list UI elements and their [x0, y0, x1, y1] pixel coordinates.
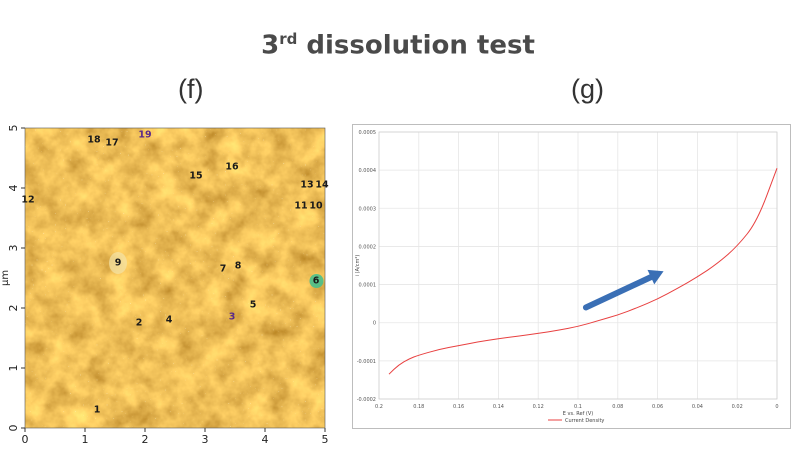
x-axis-label: E vs. Ref (V): [563, 411, 594, 417]
afm-y-axis-label: µm: [0, 270, 11, 286]
afm-x-tick-label: 4: [262, 433, 269, 446]
afm-marker-8: 8: [235, 261, 242, 272]
afm-marker-12: 12: [21, 195, 34, 206]
y-tick-label: 0.0001: [359, 283, 377, 289]
legend-label: Current Density: [565, 418, 604, 424]
x-tick-label: 0.02: [732, 404, 743, 410]
afm-marker-6: 6: [313, 276, 320, 287]
x-tick-label: 0.12: [533, 404, 544, 410]
afm-marker-3: 3: [229, 312, 236, 323]
afm-marker-19: 19: [138, 130, 151, 141]
afm-image-panel: 0 1 2 3 4 5 0 1 2 3 4 5 µm 1 2 3 4 5 6 7 8 9 10 11 12 13 14 15 16 17…: [0, 118, 340, 448]
x-tick-label: 0.18: [413, 404, 424, 410]
x-tick-label: 0.14: [493, 404, 504, 410]
plot-area-border: [378, 131, 778, 400]
afm-particle-9-blob: [109, 252, 127, 274]
afm-marker-7: 7: [220, 264, 227, 275]
chart-frame: [352, 124, 791, 429]
chart-annotation: [582, 269, 664, 311]
panel-label-f: (f): [178, 74, 204, 104]
afm-marker-1: 1: [94, 405, 101, 416]
chart-tick-labels: 0.2 0.18 0.16 0.14 0.12 0.1 0.08 0.06 0.04 0.02 0 0…: [357, 130, 779, 410]
afm-y-tick-label: 5: [7, 125, 20, 132]
y-tick-label: 0.0005: [359, 130, 377, 136]
y-tick-label: 0.0004: [359, 168, 377, 174]
y-tick-label: 0.0003: [359, 206, 377, 212]
afm-bright-specks: [25, 128, 325, 428]
afm-marker-14: 14: [315, 180, 329, 191]
afm-marker-2: 2: [136, 318, 143, 329]
afm-marker-13: 13: [300, 180, 313, 191]
afm-x-tick-label: 2: [142, 433, 149, 446]
afm-marker-9: 9: [115, 258, 122, 269]
afm-marker-11: 11: [294, 201, 307, 212]
polarization-chart-panel: 0.2 0.18 0.16 0.14 0.12 0.1 0.08 0.06 0.04 0.02 0 0…: [352, 124, 791, 429]
series-line-0: [388, 168, 778, 375]
afm-marker-17: 17: [105, 138, 118, 149]
trend-arrow-head: [647, 269, 664, 285]
afm-y-tick-label: 4: [7, 185, 20, 192]
x-tick-label: 0.04: [692, 404, 703, 410]
afm-plot-area: [24, 127, 326, 429]
afm-x-tick-label: 3: [202, 433, 209, 446]
panel-label-g: (g): [571, 74, 604, 104]
x-tick-label: 0.16: [453, 404, 464, 410]
y-tick-label: 0: [373, 321, 376, 327]
afm-marker-10: 10: [309, 201, 323, 212]
afm-y-tick-label: 3: [7, 245, 20, 252]
afm-x-tick-label: 1: [82, 433, 89, 446]
x-tick-label: 0.2: [375, 404, 383, 410]
y-tick-label: -0.0001: [357, 359, 376, 365]
x-tick-label: 0.06: [652, 404, 663, 410]
afm-marker-15: 15: [189, 171, 202, 182]
afm-y-tick-label: 2: [7, 305, 20, 312]
chart-legend: Current Density: [548, 418, 604, 424]
y-tick-label: 0.0002: [359, 244, 377, 250]
polarization-chart: 0.2 0.18 0.16 0.14 0.12 0.1 0.08 0.06 0.04 0.02 0 0…: [352, 124, 791, 429]
trend-arrow-shaft: [582, 274, 654, 311]
chart-series: [388, 168, 778, 375]
afm-marker-5: 5: [250, 300, 257, 311]
afm-marker-18: 18: [87, 135, 101, 146]
x-tick-label: 0: [775, 404, 778, 410]
figure-title: 3rd dissolution test: [261, 30, 535, 61]
chart-axis-labels: E vs. Ref (V) i (A/cm²): [355, 255, 593, 417]
y-tick-label: -0.0002: [357, 397, 376, 403]
afm-y-tick-label: 0: [7, 425, 20, 432]
x-tick-label: 0.08: [612, 404, 623, 410]
afm-y-tick-label: 1: [7, 365, 20, 372]
x-tick-label: 0.1: [574, 404, 582, 410]
afm-marker-4: 4: [166, 315, 173, 326]
afm-x-tick-label: 0: [22, 433, 29, 446]
afm-border: [24, 127, 326, 429]
y-axis-label: i (A/cm²): [355, 255, 361, 277]
afm-marker-6-highlight: [309, 274, 324, 288]
afm-marker-16: 16: [225, 162, 239, 173]
afm-x-tick-label: 5: [322, 433, 329, 446]
chart-grid: [378, 131, 778, 400]
